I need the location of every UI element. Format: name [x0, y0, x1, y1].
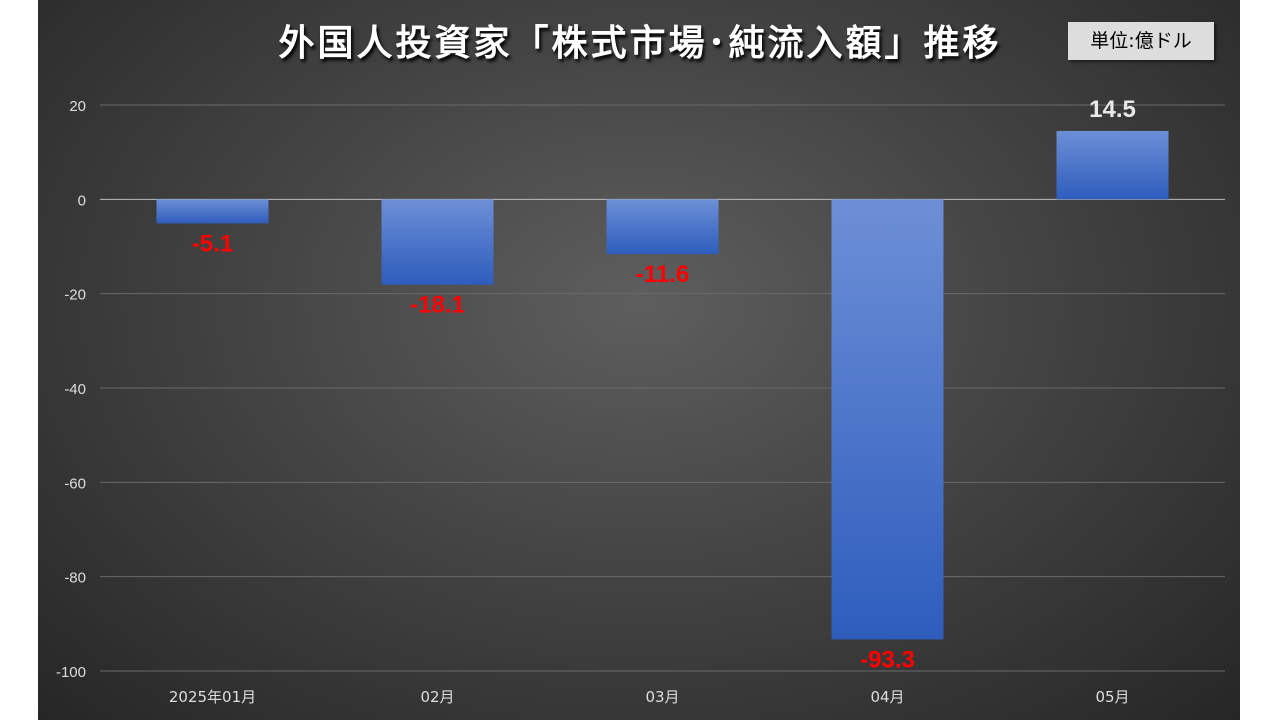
bar [156, 199, 269, 224]
bar [381, 199, 494, 285]
y-tick-label: 0 [78, 192, 86, 209]
x-tick-label: 02月 [420, 688, 454, 706]
chart-background [38, 0, 1240, 720]
bar [831, 199, 944, 640]
y-tick-label: -60 [64, 475, 86, 492]
y-tick-label: -20 [64, 287, 86, 304]
data-label: -11.6 [636, 261, 689, 288]
x-tick-label: 2025年01月 [169, 688, 256, 706]
data-label: -93.3 [860, 646, 915, 673]
x-tick-label: 04月 [870, 688, 904, 706]
bar [1056, 130, 1169, 200]
y-tick-label: -40 [64, 381, 86, 398]
bar [606, 199, 719, 255]
y-tick-label: 20 [69, 98, 86, 115]
data-label: -18.1 [410, 292, 465, 319]
x-tick-label: 03月 [645, 688, 679, 706]
x-tick-label: 05月 [1095, 688, 1129, 706]
unit-label: 単位:億ドル [1068, 22, 1214, 60]
y-tick-label: -80 [64, 570, 86, 587]
y-tick-label: -100 [56, 664, 86, 681]
data-label: 14.5 [1089, 96, 1136, 123]
chart-title: 外国人投資家「株式市場･純流入額」推移 [278, 23, 1002, 64]
data-label: -5.1 [192, 230, 233, 257]
